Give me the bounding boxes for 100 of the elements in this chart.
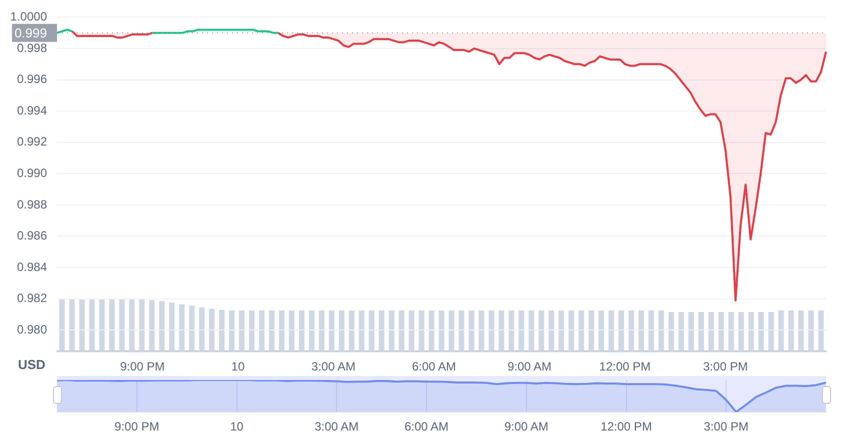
bar [708, 312, 714, 351]
y-tick-label: 0.986 [16, 228, 48, 243]
bar [468, 310, 474, 351]
bar [628, 310, 634, 351]
bar [338, 310, 344, 351]
bar [418, 310, 424, 351]
bar [89, 299, 95, 351]
bar [598, 310, 604, 351]
bar [249, 310, 254, 351]
x-tick-label: 3:00 PM [703, 360, 748, 374]
x-tick-label: 10 [230, 420, 244, 433]
bar [648, 310, 654, 351]
x-tick-label: 12:00 PM [599, 360, 651, 374]
bar [528, 310, 534, 351]
bar [348, 310, 354, 351]
bar [229, 310, 235, 351]
bar [518, 310, 524, 351]
bar [219, 310, 225, 351]
bar [159, 301, 165, 351]
bar [318, 310, 324, 351]
bar [808, 310, 814, 351]
bar [558, 310, 564, 351]
x-tick-label: 10 [231, 360, 245, 374]
bar [408, 310, 414, 351]
bar [209, 308, 215, 351]
x-tick-label: 3:00 AM [314, 420, 359, 433]
bar [169, 302, 175, 351]
bar [538, 310, 544, 351]
bar [99, 299, 105, 351]
bar [458, 310, 464, 351]
bar [658, 310, 664, 351]
bar [189, 306, 195, 351]
bar [748, 312, 754, 351]
y-tick-label: 0.980 [16, 322, 48, 336]
bar [59, 299, 65, 351]
bar [498, 310, 504, 351]
y-tick-label: 0.982 [16, 291, 48, 306]
bar [388, 310, 394, 351]
bar [508, 310, 514, 351]
bar [109, 299, 115, 351]
bar [378, 310, 384, 351]
x-tick-label: 9:00 AM [504, 420, 548, 433]
bar [688, 312, 694, 351]
y-tick-label: 0.996 [16, 72, 48, 86]
y-axis-title: USD [18, 357, 46, 372]
bar [798, 310, 804, 351]
x-tick-label: 6:00 AM [404, 420, 449, 433]
bar [548, 310, 554, 351]
y-tick-label: 0.990 [16, 166, 48, 180]
bar [778, 310, 784, 351]
bar [578, 310, 584, 351]
bar [398, 310, 404, 351]
bar [278, 310, 284, 351]
x-tick-label: 9:00 PM [120, 360, 165, 374]
bar [358, 310, 364, 351]
x-tick-label: 3:00 PM [704, 420, 748, 433]
bar [678, 312, 684, 351]
bar [199, 307, 205, 351]
x-tick-label: 6:00 AM [412, 360, 456, 374]
y-tick-label: 0.988 [16, 197, 48, 212]
bar [788, 310, 794, 351]
bar [119, 299, 125, 351]
bar [448, 310, 454, 351]
ref-line-label: 0.999 [14, 25, 47, 40]
bar [288, 310, 294, 351]
bar [818, 310, 824, 351]
bar [478, 310, 484, 351]
bar [179, 304, 185, 351]
bar [738, 312, 744, 351]
bar [239, 310, 245, 351]
bar [69, 299, 75, 351]
bar [698, 312, 704, 351]
bar [768, 312, 774, 351]
x-tick-label: 9:00 AM [507, 360, 552, 374]
bar [149, 300, 155, 351]
bar [129, 299, 135, 351]
bar [568, 310, 574, 351]
bar [718, 312, 724, 351]
bar [258, 310, 264, 351]
y-tick-label: 0.994 [16, 103, 48, 118]
bar [608, 310, 614, 351]
bar [758, 312, 764, 351]
bar [638, 310, 644, 351]
bar [668, 312, 674, 351]
bar [328, 310, 334, 351]
x-tick-label: 3:00 AM [311, 360, 356, 374]
y-tick-label: 0.998 [16, 40, 48, 55]
bar [588, 310, 594, 351]
x-tick-label: 12:00 PM [600, 420, 652, 433]
y-tick-label: 1.0000 [10, 10, 48, 24]
bar [79, 299, 85, 351]
y-tick-label: 0.992 [16, 134, 48, 149]
bar [488, 310, 494, 351]
bar [298, 310, 304, 351]
x-tick-label: 9:00 PM [114, 420, 160, 433]
bar [139, 299, 145, 351]
bar [368, 310, 374, 351]
bar [618, 310, 624, 351]
bar [268, 310, 274, 351]
bar [428, 310, 434, 351]
